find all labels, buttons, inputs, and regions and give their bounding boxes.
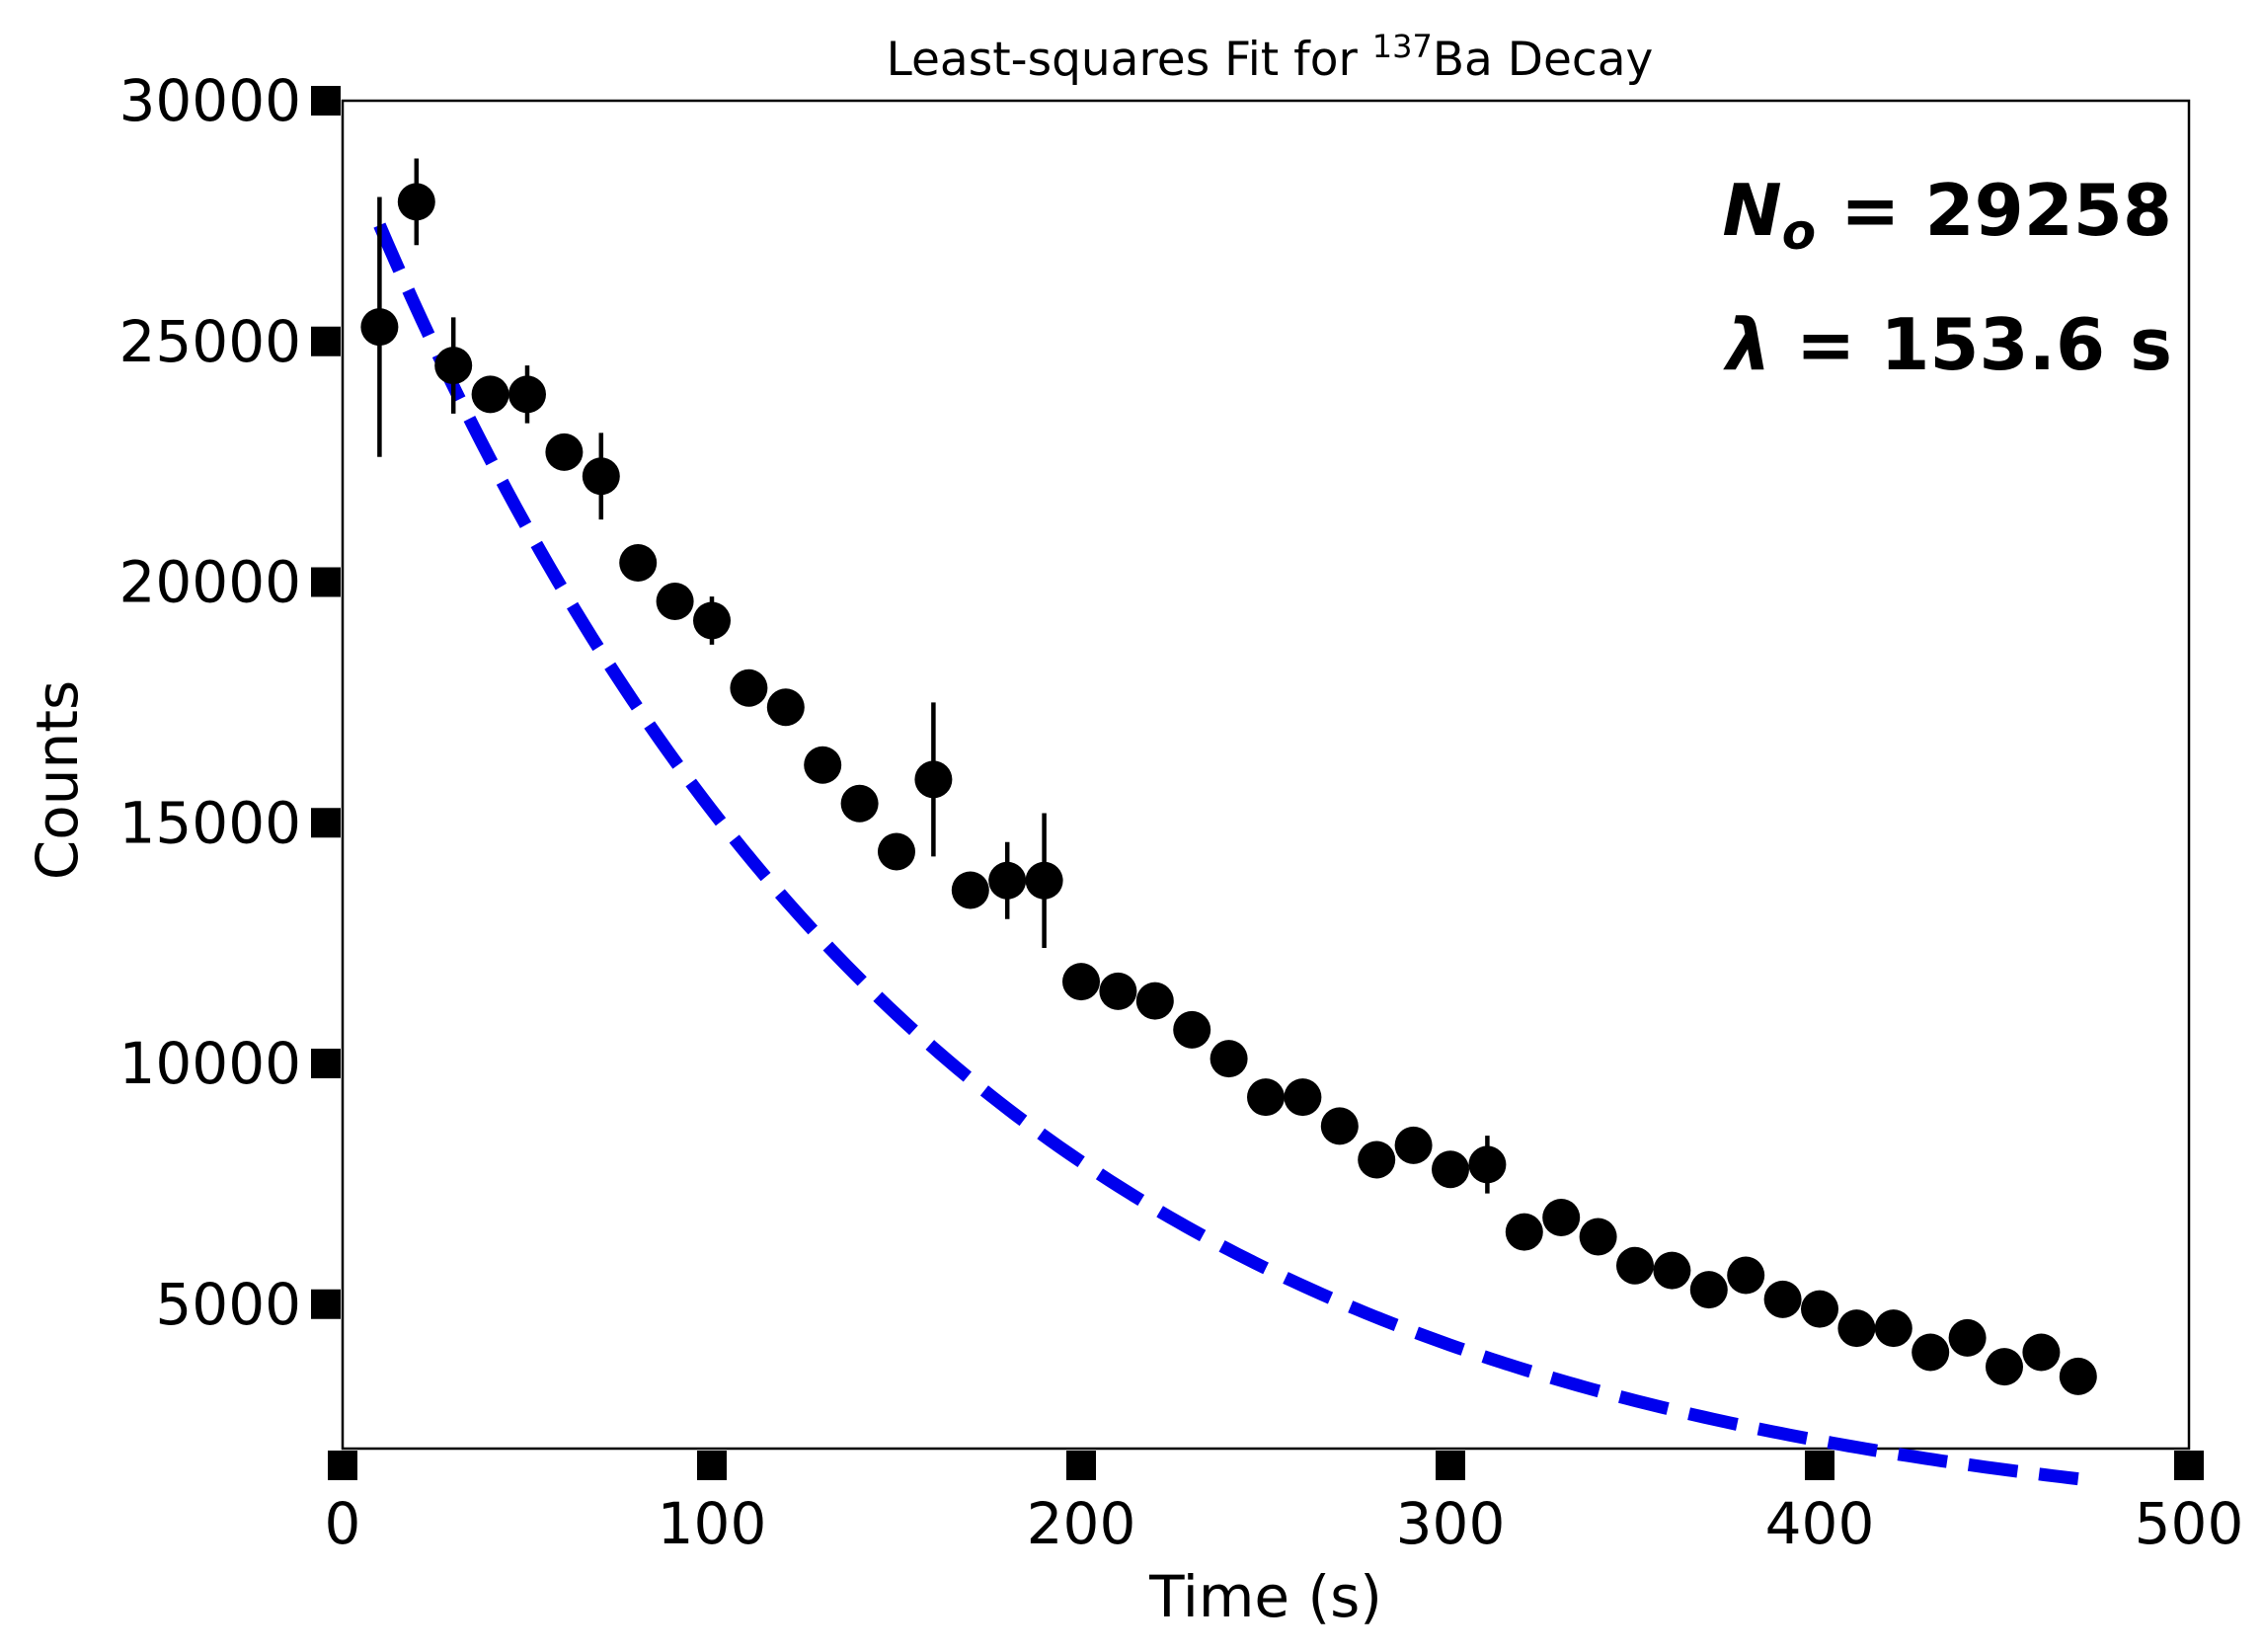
data-point [951, 871, 989, 909]
plot-frame [341, 99, 2191, 1451]
data-point [1948, 1318, 1987, 1357]
data-point [693, 601, 731, 640]
data-point [1542, 1199, 1581, 1236]
data-point [1468, 1145, 1507, 1184]
data-point [2059, 1357, 2097, 1395]
y-tick-label: 20000 [118, 549, 301, 616]
x-tick-mark [1066, 1451, 1096, 1480]
y-tick-label: 25000 [118, 308, 301, 375]
data-point [1247, 1078, 1285, 1117]
data-point [1099, 972, 1137, 1010]
data-point [619, 544, 658, 582]
x-tick-label: 100 [658, 1490, 767, 1557]
data-point [545, 433, 584, 471]
x-tick-mark [328, 1451, 357, 1480]
data-point [1210, 1040, 1248, 1078]
x-tick-label: 0 [325, 1490, 361, 1557]
data-point [766, 688, 805, 727]
fit-curve-layer [373, 222, 2079, 1486]
chart-title-isotope-mass: 137 [1372, 28, 1433, 65]
y-tick-mark [311, 567, 341, 597]
chart-title-prefix: Least-squares Fit for [887, 33, 1372, 87]
y-tick-label: 30000 [118, 67, 301, 134]
x-tick-layer: 0 100 200 300 400 500 [325, 1451, 2244, 1557]
data-point [730, 669, 768, 707]
data-point [656, 583, 694, 620]
n0-value: = 29258 [1816, 169, 2172, 252]
x-tick-mark [1436, 1451, 1465, 1480]
x-tick-mark [697, 1451, 727, 1480]
data-point [1062, 963, 1100, 1001]
x-axis-label: Time (s) [1148, 1563, 1382, 1630]
data-point [2022, 1333, 2061, 1372]
y-tick-mark [311, 808, 341, 838]
data-point [1874, 1309, 1912, 1348]
y-tick-mark [311, 326, 341, 356]
chart-title-suffix: Ba Decay [1433, 33, 1654, 87]
data-point [1025, 861, 1063, 900]
data-point [1986, 1348, 2023, 1386]
data-point [988, 861, 1027, 900]
data-point [1912, 1333, 1950, 1372]
lambda-annotation: λ = 153.6 s [1722, 303, 2172, 386]
x-tick-label: 500 [2135, 1490, 2244, 1557]
data-point [1653, 1251, 1691, 1290]
data-point-layer [360, 183, 2097, 1395]
y-tick-mark [311, 1289, 341, 1319]
data-point [804, 746, 842, 784]
data-point [1284, 1078, 1322, 1117]
data-point [1432, 1150, 1469, 1189]
data-point [1616, 1246, 1654, 1285]
y-tick-label: 15000 [118, 789, 301, 856]
lambda-value: = 153.6 s [1771, 303, 2172, 386]
data-point [1505, 1213, 1543, 1251]
n0-subscript: o [1782, 203, 1816, 261]
data-point [1727, 1256, 1765, 1295]
data-point [1173, 1010, 1211, 1049]
data-point [1689, 1271, 1728, 1309]
data-point [397, 183, 435, 221]
data-point [840, 784, 879, 823]
x-tick-label: 200 [1027, 1490, 1136, 1557]
data-point [914, 760, 953, 799]
data-point [1801, 1290, 1838, 1328]
data-point [1320, 1107, 1359, 1145]
x-tick-mark [1805, 1451, 1834, 1480]
x-tick-label: 300 [1396, 1490, 1506, 1557]
data-point [508, 375, 546, 414]
data-point [582, 457, 620, 496]
y-tick-mark [311, 1049, 341, 1078]
n0-symbol: N [1722, 169, 1781, 252]
chart-title: Least-squares Fit for 137Ba Decay [887, 28, 1654, 87]
n0-annotation: No = 29258 [1722, 169, 2172, 261]
data-point [1358, 1141, 1396, 1179]
fit-curve-line [373, 222, 2079, 1486]
data-point [360, 308, 399, 347]
y-tick-mark [311, 86, 341, 116]
data-point [1763, 1280, 1802, 1318]
data-point [1837, 1309, 1876, 1348]
data-point [434, 347, 473, 385]
x-tick-label: 400 [1765, 1490, 1875, 1557]
data-point [471, 375, 509, 414]
data-point [1135, 982, 1174, 1020]
data-point [1394, 1126, 1433, 1164]
lambda-symbol: λ [1722, 303, 1771, 386]
y-tick-label: 5000 [155, 1271, 301, 1338]
y-axis-label: Counts [24, 680, 91, 880]
y-tick-label: 10000 [118, 1030, 301, 1097]
x-tick-mark [2174, 1451, 2204, 1480]
y-tick-layer: 5000 10000 15000 20000 25000 30000 [118, 67, 341, 1338]
data-point [1579, 1218, 1617, 1256]
data-point [878, 832, 915, 871]
